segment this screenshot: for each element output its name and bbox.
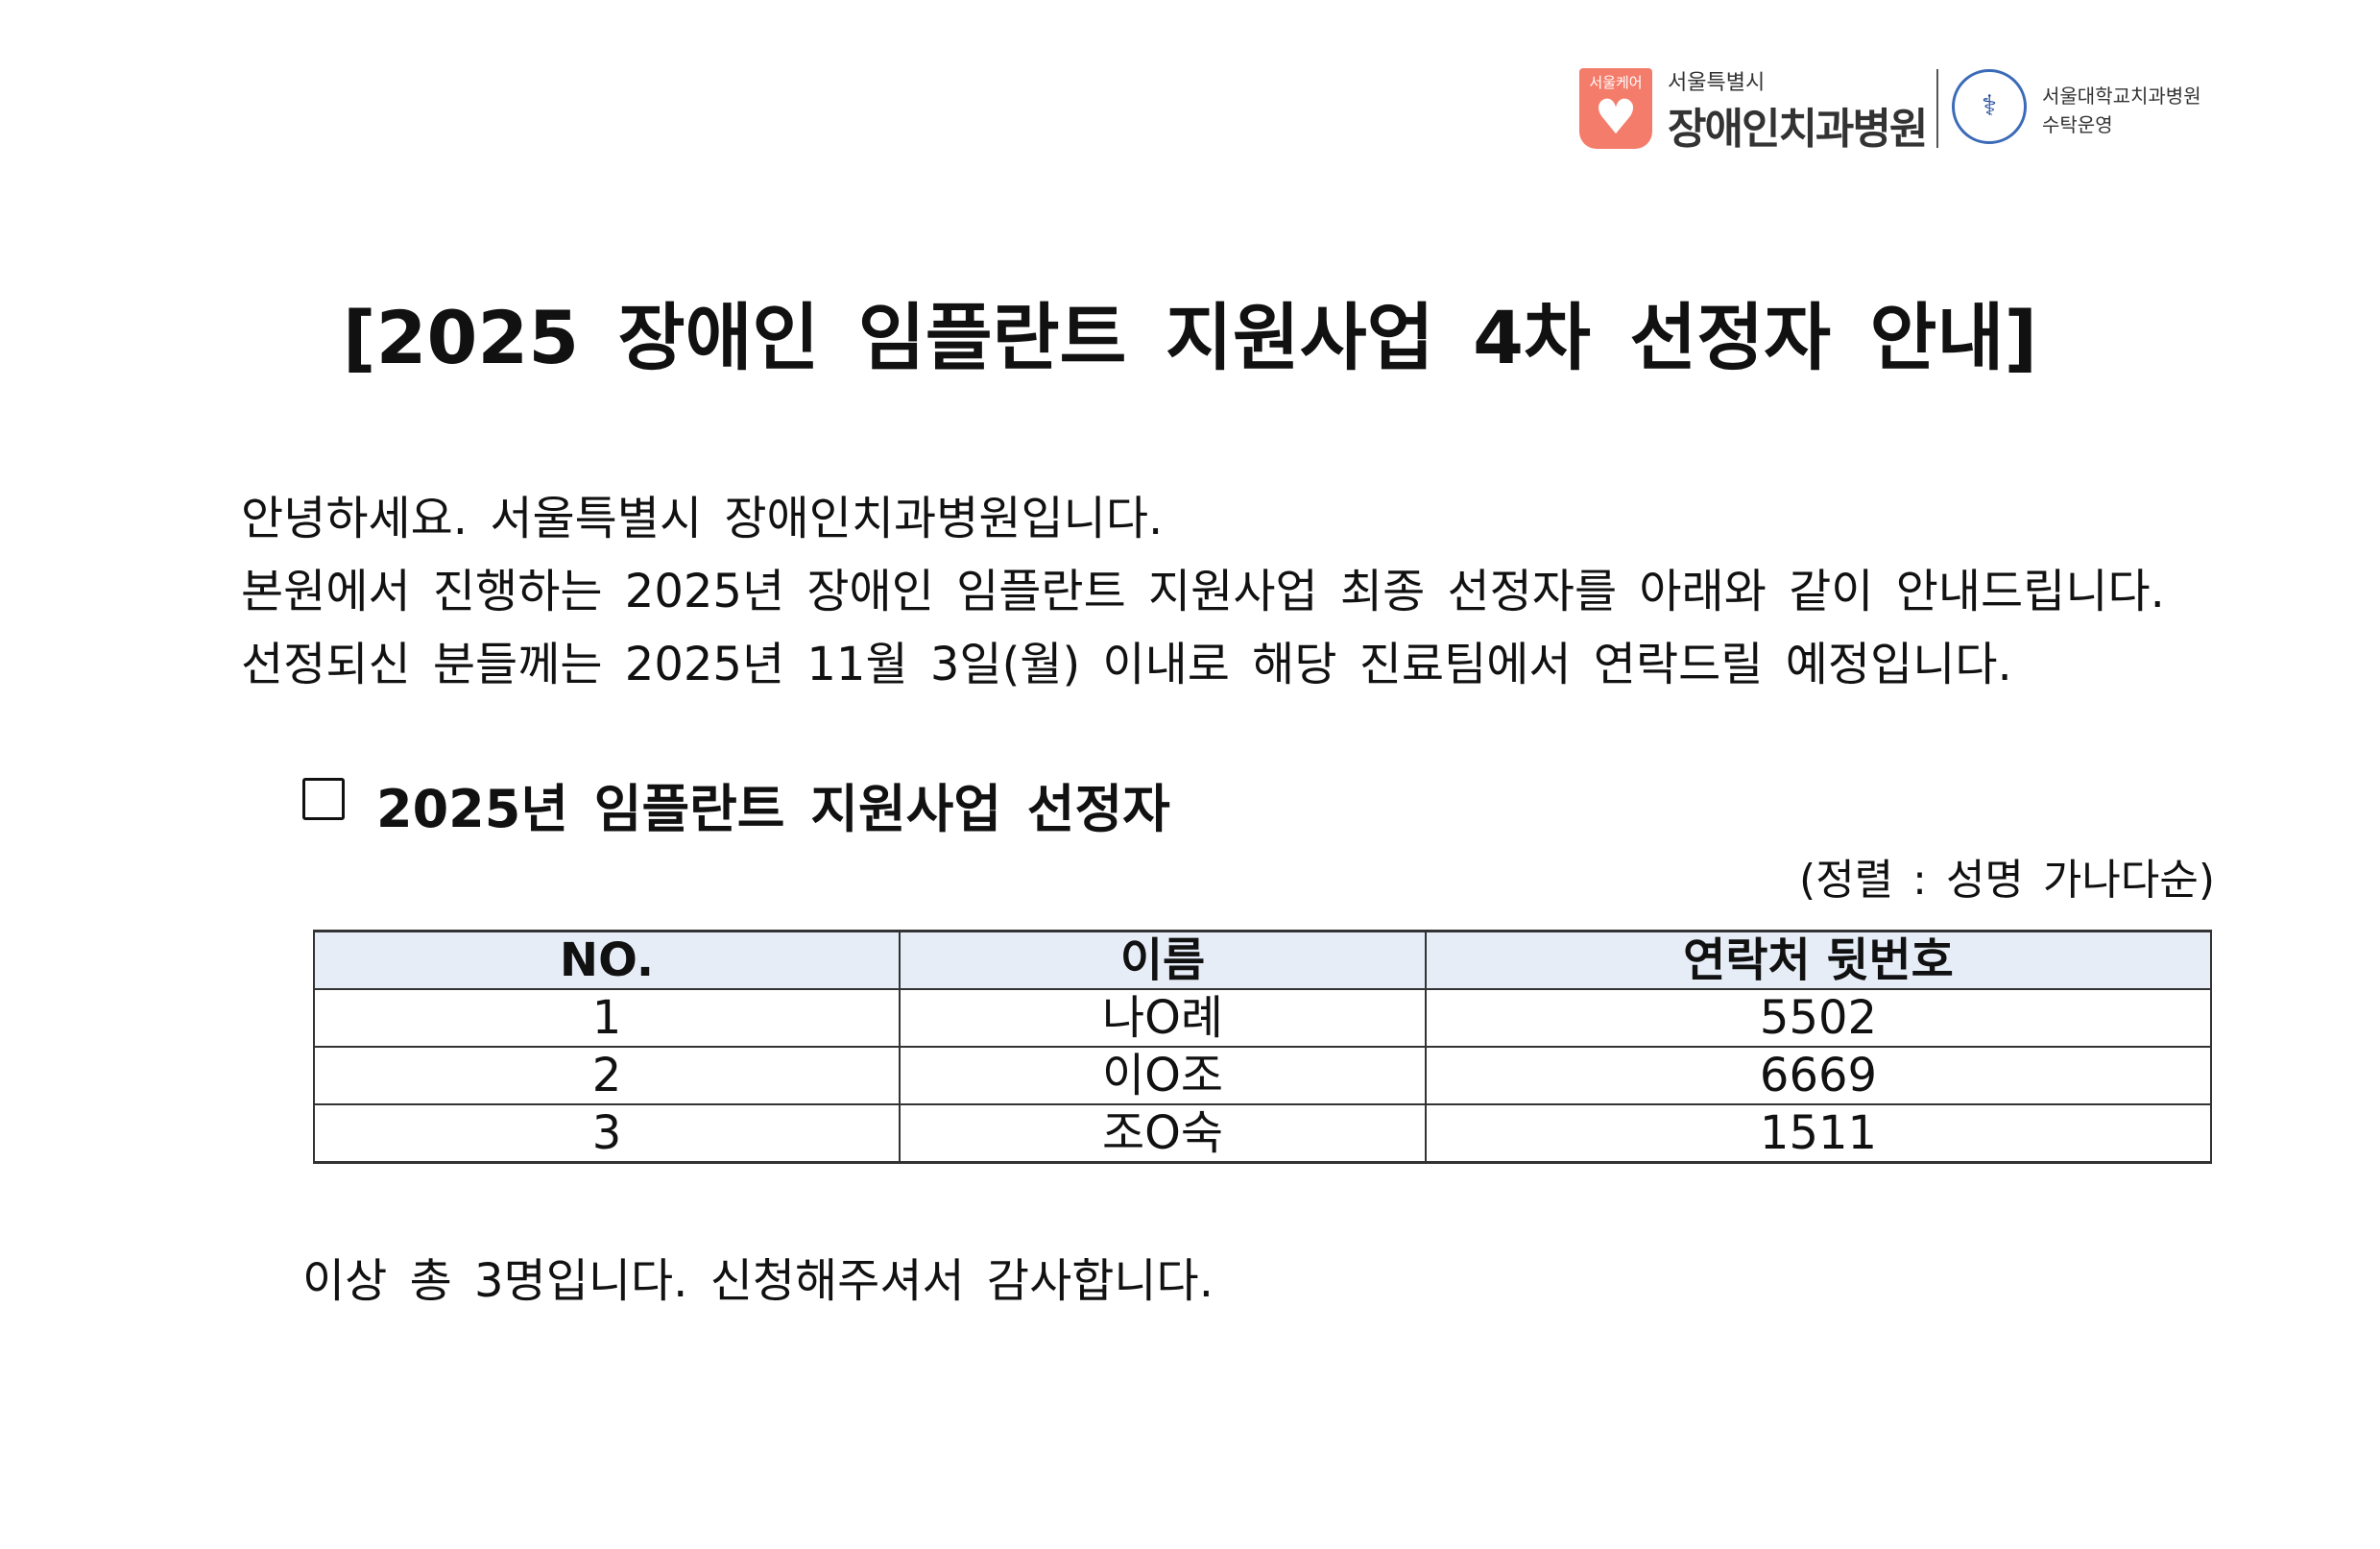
badge-text: 서울케어 [1589,74,1643,91]
header-no: NO. [313,930,901,990]
intro-line: 안녕하세요. 서울특별시 장애인치과병원입니다. [241,492,1164,545]
table-row: 1 나O례 5502 [313,988,2212,1048]
intro-line: 선정되신 분들께는 2025년 11월 3일(월) 이내로 해당 진료팀에서 연… [241,638,2012,691]
table-header-row: NO. 이름 연락처 뒷번호 [313,930,2212,990]
logo-divider [1936,69,1938,148]
operator-name: 서울대학교치과병원 [2042,85,2201,108]
cell-name: 조O숙 [899,1103,1427,1164]
cell-no: 1 [313,988,901,1048]
seoul-care-badge: 서울케어 ♥ [1579,68,1652,149]
cell-phone: 6669 [1425,1046,2212,1105]
heart-icon: ♥ [1594,89,1638,145]
cell-name: 이O조 [899,1046,1427,1105]
page-title: [2025 장애인 임플란트 지원사업 4차 선정자 안내] [342,295,2038,380]
snu-dental-seal-icon: ⚕ [1952,69,2027,144]
cell-phone: 1511 [1425,1103,2212,1164]
cell-name: 나O례 [899,988,1427,1048]
header-phone: 연락처 뒷번호 [1425,930,2212,990]
section-heading: 2025년 임플란트 지원사업 선정자 [376,779,1170,839]
header-name: 이름 [899,930,1427,990]
hospital-logo: 서울케어 ♥ 서울특별시 장애인치과병원 ⚕ 서울대학교치과병원 수탁운영 [1579,65,2203,154]
selectee-table: NO. 이름 연락처 뒷번호 1 나O례 5502 2 이O조 6669 3 조… [313,930,2212,1164]
closing-text: 이상 총 3명입니다. 신청해주셔서 감사합니다. [302,1254,1214,1308]
sort-note: (정렬 : 성명 가나다순) [1799,856,2215,905]
logo-city: 서울특별시 [1668,71,1766,95]
cell-no: 3 [313,1103,901,1164]
table-row: 3 조O숙 1511 [313,1103,2212,1164]
checkbox-bullet-icon [302,778,345,820]
table-row: 2 이O조 6669 [313,1046,2212,1105]
operator-role: 수탁운영 [2042,113,2113,136]
intro-line: 본원에서 진행하는 2025년 장애인 임플란트 지원사업 최종 선정자를 아래… [241,565,2165,618]
cell-phone: 5502 [1425,988,2212,1048]
cell-no: 2 [313,1046,901,1105]
logo-hospital-name: 장애인치과병원 [1668,105,1928,154]
